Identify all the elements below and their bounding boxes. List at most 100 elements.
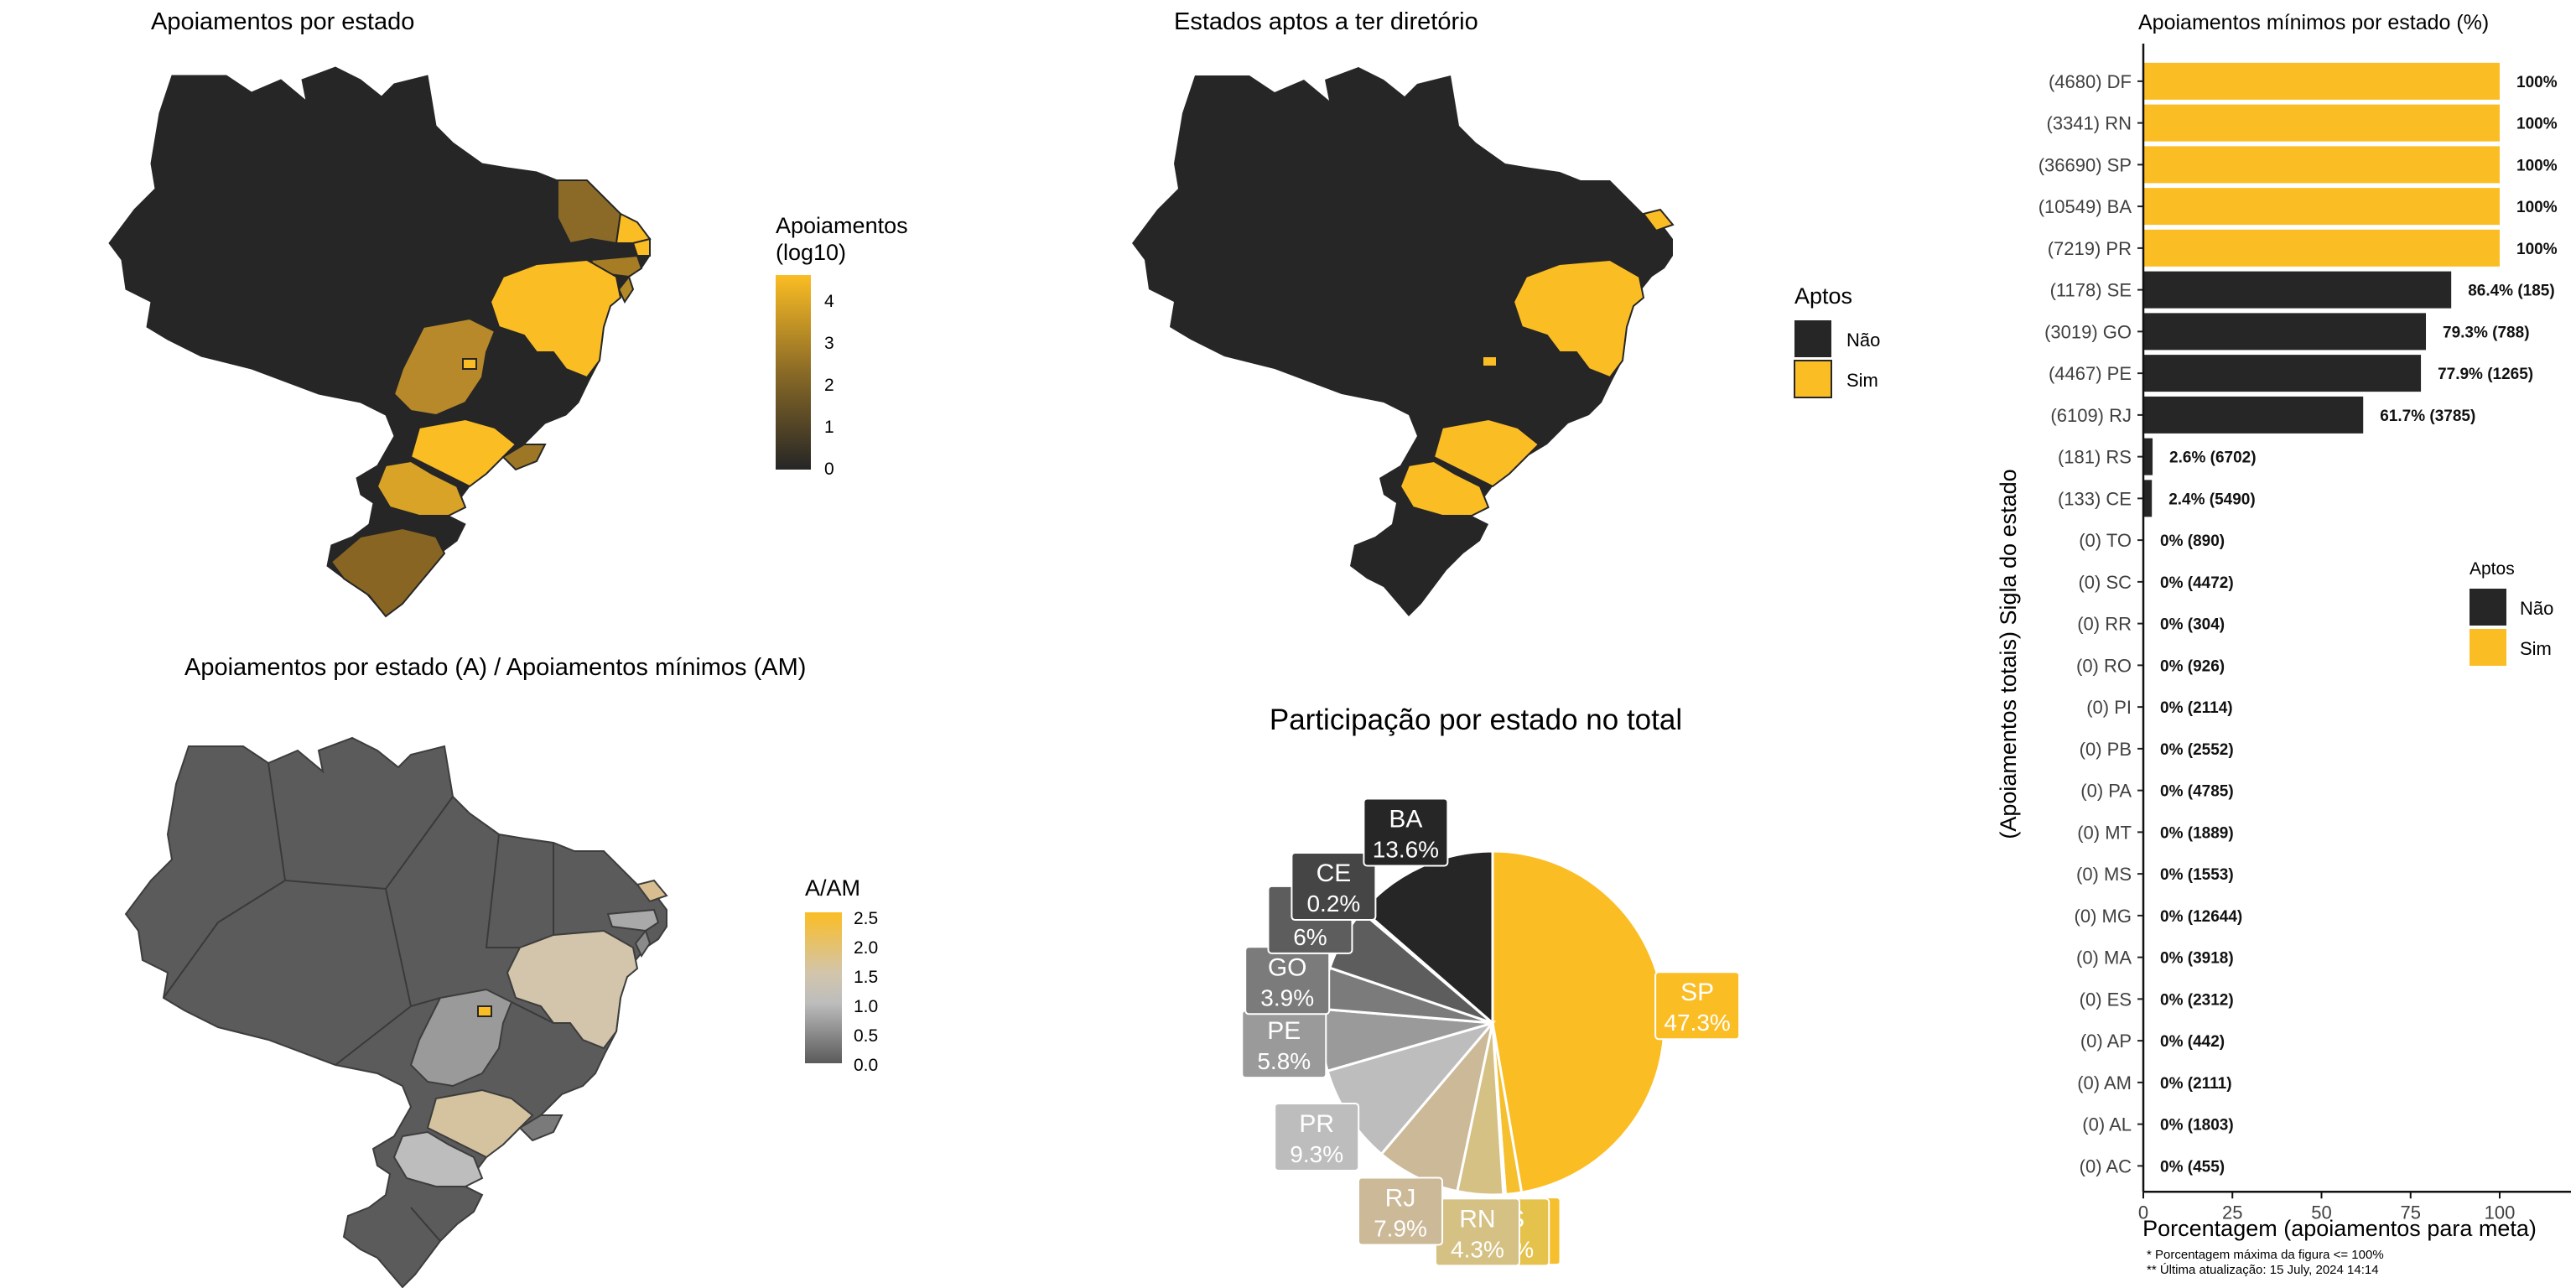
bar-pe xyxy=(2143,355,2422,392)
bar-category-label: (0) MT xyxy=(2077,822,2132,843)
pie-label-state-sp: SP xyxy=(1680,979,1714,1006)
bar-value-label: 0% (1803) xyxy=(2160,1117,2234,1135)
map1-state-pr xyxy=(376,460,467,517)
bar-category-label: (0) MG xyxy=(2075,906,2132,927)
map2-legend-title: Aptos xyxy=(1794,283,1852,309)
map2-legend-label-nao: Não xyxy=(1846,330,1880,351)
map3-state-se xyxy=(634,928,652,958)
bar-category-label: (0) PA xyxy=(2080,781,2132,802)
map2-base-region xyxy=(1132,67,1673,616)
map1-legend-colorbar xyxy=(776,275,811,470)
pie-label-state-pr: PR xyxy=(1299,1110,1334,1138)
bar-x-tick-label: 25 xyxy=(2222,1202,2242,1223)
bar-value-label: 100% xyxy=(2516,241,2558,258)
bar-value-label: 0% (304) xyxy=(2160,616,2225,634)
map3-borders xyxy=(163,762,554,1242)
bar-title: Apoiamentos mínimos por estado (%) xyxy=(2138,11,2489,34)
bar-legend-title: Aptos xyxy=(2470,559,2515,579)
map3-legend-tick-1-5: 1.5 xyxy=(854,968,878,987)
bar-category-label: (0) TO xyxy=(2079,530,2132,551)
pie-label-sp: SP 47.3% xyxy=(1654,971,1741,1041)
bar-x-tick-label: 75 xyxy=(2401,1202,2421,1223)
pie-label-pr: PR 9.3% xyxy=(1274,1102,1360,1171)
bar-legend-label-sim: Sim xyxy=(2520,638,2552,659)
map3-legend-colorbar xyxy=(805,912,842,1063)
map2-state-ba xyxy=(1512,258,1645,379)
bar-category-label: (133) CE xyxy=(2058,488,2132,509)
bar-pr xyxy=(2143,229,2500,267)
pie-labels: SP47.3%SE1.5%RS0.2%RN4.3%RJ7.9%PR9.3%PE5… xyxy=(1241,797,1741,1267)
map1-state-rn xyxy=(631,237,651,257)
map2-legend-swatch-sim xyxy=(1794,360,1832,398)
bar-category-label: (0) MS xyxy=(2076,864,2132,885)
bar-legend-swatch-nao xyxy=(2470,589,2506,626)
pie-label-pct-df: 6% xyxy=(1293,924,1327,950)
bar-legend-label-nao: Não xyxy=(2520,598,2553,619)
bar-bars xyxy=(2143,62,2500,1185)
bar-x-axis-title: Porcentagem (apoiamentos para meta) xyxy=(2142,1216,2537,1241)
map1-legend-tick-1: 1 xyxy=(824,418,834,437)
bar-x-tick-label: 0 xyxy=(2138,1202,2148,1223)
pie-chart: Participação por estado no total SP 47.3%… xyxy=(1241,704,1741,1267)
map1-legend-title-1: Apoiamentos xyxy=(776,213,908,238)
map2-state-pr xyxy=(1399,460,1490,517)
bar-value-label: 100% xyxy=(2516,157,2558,174)
bar-category-label: (0) AL xyxy=(2082,1114,2132,1135)
map1-state-sp xyxy=(409,418,517,488)
map1-state-go xyxy=(392,317,496,417)
map3-state-df xyxy=(477,1005,492,1017)
pie-label-pct-go: 3.9% xyxy=(1260,984,1314,1010)
bar-value-label: 2.4% (5490) xyxy=(2168,491,2256,508)
map1-legend-tick-4: 4 xyxy=(824,292,834,311)
bar-category-label: (0) SC xyxy=(2078,572,2132,593)
bar-category-label: (4680) DF xyxy=(2049,71,2132,92)
map3-state-sp xyxy=(426,1088,534,1159)
map3-legend-tick-2-0: 2.0 xyxy=(854,938,878,958)
bar-value-labels: 100% 100% 100% 100% 100% 86.4% (185) 79.3% (78… xyxy=(2160,74,2558,1176)
map2-state-rn xyxy=(1642,208,1675,232)
pie-label-go: GO 3.9% xyxy=(1244,946,1331,1015)
bar-category-label: (1178) SE xyxy=(2050,280,2132,301)
bar-category-label: (36690) SP xyxy=(2038,154,2132,175)
map1-legend-tick-2: 2 xyxy=(824,376,834,395)
bar-value-label: 100% xyxy=(2516,116,2558,133)
pie-label-ce: CE 0.2% xyxy=(1291,852,1377,922)
bar-value-label: 77.9% (1265) xyxy=(2438,366,2533,383)
bar-category-label: (0) PI xyxy=(2086,697,2132,718)
pie-label-pct-pr: 9.3% xyxy=(1290,1141,1343,1167)
brazil-map-2 xyxy=(1132,67,1675,616)
bar-value-label: 0% (3918) xyxy=(2160,950,2234,968)
bar-category-label: (0) AP xyxy=(2080,1031,2132,1052)
map3-legend-tick-0-5: 0.5 xyxy=(854,1026,878,1046)
map2-aptos: Aptos Não Sim xyxy=(1132,67,1880,616)
bar-value-label: 100% xyxy=(2516,199,2558,216)
pie-label-pct-rj: 7.9% xyxy=(1374,1216,1427,1242)
pie-slice-sp xyxy=(1491,849,1666,1194)
map3-state-rj xyxy=(518,1114,564,1142)
bar-value-label: 0% (455) xyxy=(2160,1158,2225,1176)
pie-label-state-go: GO xyxy=(1268,953,1307,981)
map3-legend-tick-0-0: 0.0 xyxy=(854,1056,878,1075)
pie-label-ba: BA 13.6% xyxy=(1363,797,1449,867)
map2-title: Estados aptos a ter diretório xyxy=(1174,8,1478,35)
map2-state-sp xyxy=(1432,418,1540,488)
pie-label-box-rj xyxy=(1358,1176,1444,1246)
bar-x-tick-label: 50 xyxy=(2311,1202,2331,1223)
pie-label-box-ba xyxy=(1363,797,1449,867)
bar-value-label: 0% (2312) xyxy=(2160,991,2234,1009)
pie-label-state-pe: PE xyxy=(1267,1017,1301,1045)
bar-sp xyxy=(2143,146,2500,184)
map1-state-ce xyxy=(615,212,652,244)
pie-label-state-ce: CE xyxy=(1317,860,1352,887)
bar-category-label: (0) ES xyxy=(2080,989,2132,1010)
bar-category-label: (3341) RN xyxy=(2047,113,2132,134)
map1-state-rs xyxy=(330,527,446,618)
bar-value-label: 2.6% (6702) xyxy=(2169,449,2257,467)
bar-category-label: (0) AC xyxy=(2080,1156,2132,1176)
map2-legend-label-sim: Sim xyxy=(1846,370,1878,391)
bar-category-label: (4467) PE xyxy=(2049,363,2132,384)
bar-category-labels: (4680) DF (3341) RN (36690) SP (10549) BA (7… xyxy=(2038,71,2143,1176)
map1-title: Apoiamentos por estado xyxy=(151,8,415,35)
pie-label-pct-ba: 13.6% xyxy=(1373,836,1439,862)
bar-value-label: 79.3% (788) xyxy=(2443,324,2530,341)
